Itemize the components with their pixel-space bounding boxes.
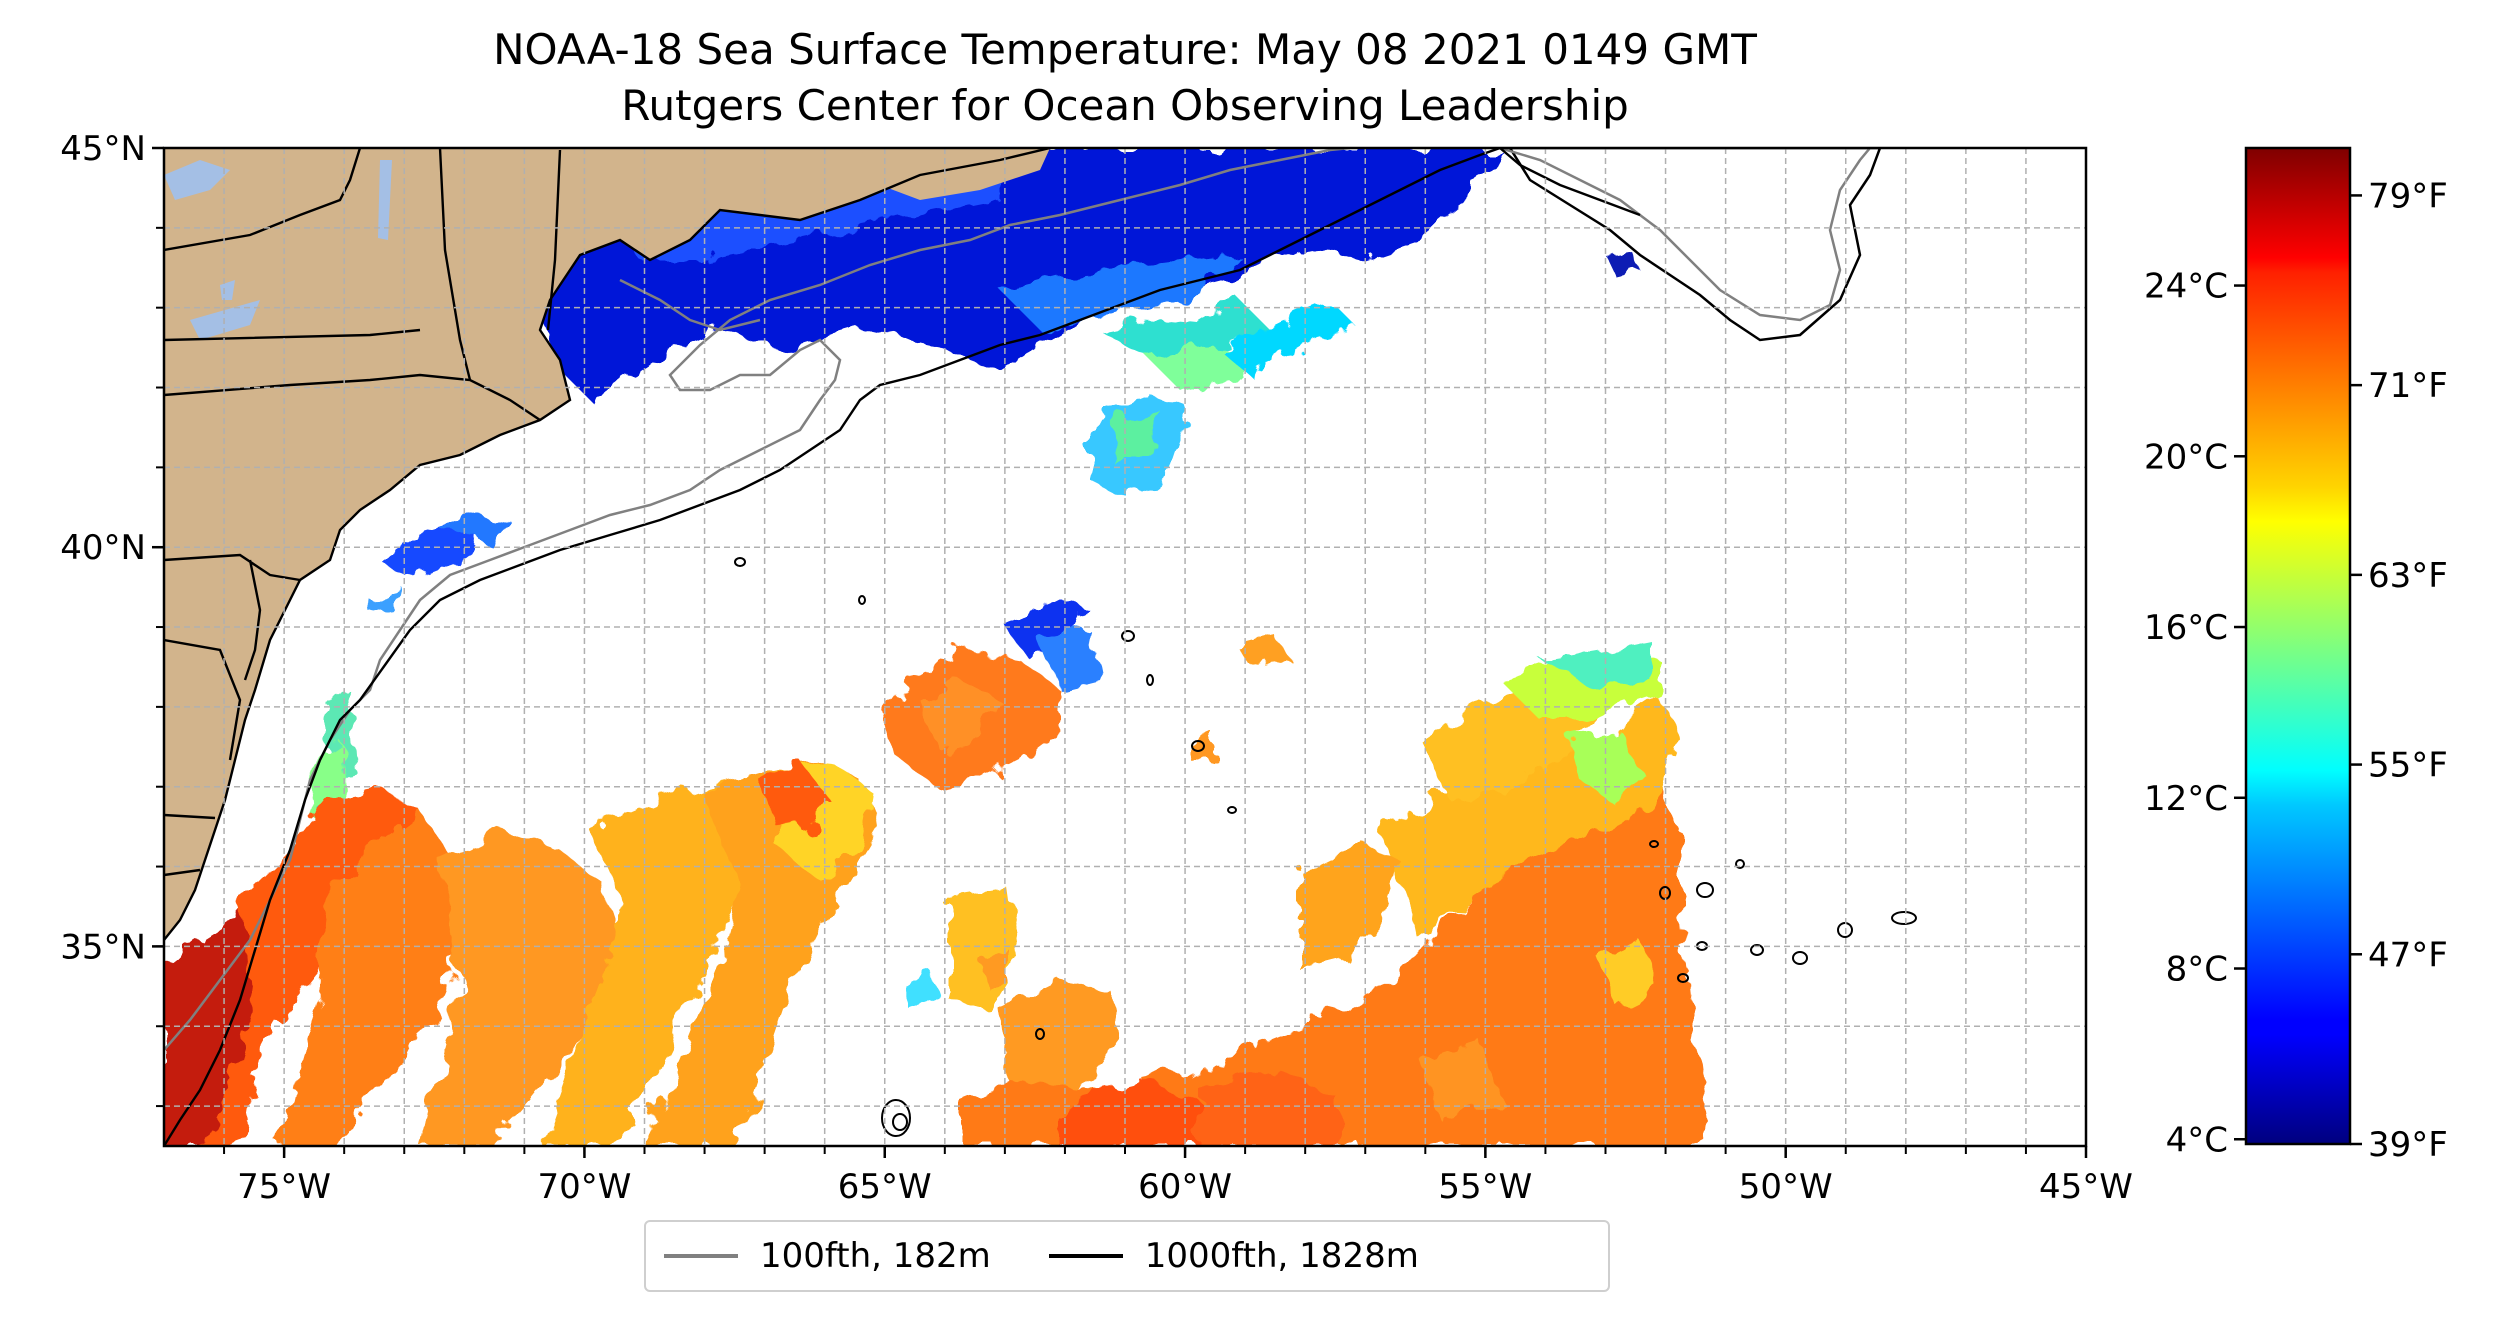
lat-tick-label: 40°N xyxy=(60,528,146,568)
legend-line-grey xyxy=(664,1254,738,1258)
legend-entry-1000fth: 1000fth, 1828m xyxy=(1048,1236,1419,1276)
lon-tick-label: 70°W xyxy=(537,1167,631,1207)
fahrenheit-tick-label: 63°F xyxy=(2368,556,2448,596)
fahrenheit-tick-label: 39°F xyxy=(2368,1125,2448,1165)
lon-tick-label: 60°W xyxy=(1138,1167,1232,1207)
celsius-tick-label: 8°C xyxy=(2166,950,2228,990)
lat-tick-label: 45°N xyxy=(60,129,146,169)
colorbar-fahrenheit-axis: 79°F 71°F 63°F 55°F 47°F 39°F xyxy=(2350,176,2448,1165)
title-line-1: NOAA-18 Sea Surface Temperature: May 08 … xyxy=(493,25,1757,74)
lon-tick-label: 50°W xyxy=(1739,1167,1833,1207)
title-line-2: Rutgers Center for Ocean Observing Leade… xyxy=(621,81,1629,130)
coastline-and-borders xyxy=(164,148,1051,941)
inland-water xyxy=(164,160,392,340)
lon-tick-label: 65°W xyxy=(838,1167,932,1207)
lon-tick-label: 45°W xyxy=(2039,1167,2133,1207)
colorbar-scale xyxy=(2244,146,2352,1146)
legend-label-100fth: 100fth, 182m xyxy=(760,1236,991,1276)
latitude-axis: 45°N 40°N 35°N xyxy=(60,129,164,967)
legend-line-black xyxy=(1048,1254,1123,1258)
isobath-legend: 100fth, 182m 1000fth, 1828m xyxy=(644,1220,1610,1292)
fahrenheit-tick-label: 47°F xyxy=(2368,935,2448,975)
lon-tick-label: 55°W xyxy=(1438,1167,1532,1207)
isobath-1000fth xyxy=(164,148,1641,1146)
celsius-tick-label: 20°C xyxy=(2144,437,2228,477)
land-mass xyxy=(164,148,1882,940)
fahrenheit-tick-label: 55°F xyxy=(2368,746,2448,786)
map-gridlines xyxy=(164,148,2086,1146)
legend-label-1000fth: 1000fth, 1828m xyxy=(1144,1236,1419,1276)
celsius-tick-label: 4°C xyxy=(2166,1120,2228,1160)
colorbar-celsius-axis: 24°C 20°C 16°C 12°C 8°C 4°C xyxy=(2144,267,2246,1160)
legend-entry-100fth: 100fth, 182m xyxy=(664,1236,991,1276)
fahrenheit-tick-label: 79°F xyxy=(2368,176,2448,216)
celsius-tick-label: 16°C xyxy=(2144,608,2228,648)
map-frame xyxy=(162,146,2088,1148)
lon-tick-label: 75°W xyxy=(237,1167,331,1207)
longitude-axis: 75°W 70°W 65°W 60°W 55°W 50°W 45°W xyxy=(237,1146,2133,1207)
map-minor-ticks xyxy=(156,226,2027,1154)
lat-tick-label: 35°N xyxy=(60,927,146,967)
celsius-tick-label: 24°C xyxy=(2144,267,2228,307)
map-title: NOAA-18 Sea Surface Temperature: May 08 … xyxy=(164,22,2086,134)
fahrenheit-tick-label: 71°F xyxy=(2368,366,2448,406)
celsius-tick-label: 12°C xyxy=(2144,779,2228,819)
